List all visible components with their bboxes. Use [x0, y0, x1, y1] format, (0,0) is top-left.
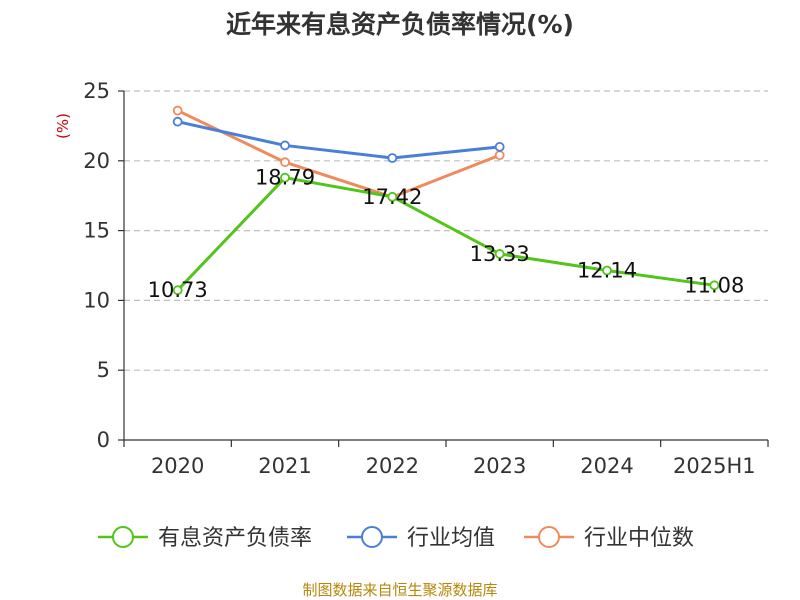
series-point-2: [280, 157, 290, 168]
series-point-1: [494, 141, 505, 152]
y-tick-label: 10: [83, 288, 110, 312]
chart-title: 近年来有息资产负债率情况(%): [226, 10, 574, 39]
legend-label: 行业均值: [407, 526, 495, 551]
y-tick-label: 0: [97, 428, 110, 452]
data-label: 12.14: [577, 259, 637, 283]
y-tick-label: 25: [83, 79, 110, 103]
series-point-0: [387, 191, 398, 202]
legend-marker-icon: [361, 526, 383, 548]
series-point-0: [709, 280, 720, 291]
data-label: 11.08: [684, 273, 744, 297]
x-tick-label: 2023: [473, 454, 526, 478]
series-lines: [172, 105, 720, 296]
y-tick-label: 15: [83, 219, 110, 243]
source-note: 制图数据来自恒生聚源数据库: [302, 581, 497, 599]
series-line-0: [176, 176, 716, 292]
x-tick-label: 2024: [580, 454, 633, 478]
y-axis-label: (%): [54, 113, 72, 139]
data-labels: 10.73 18.79 17.42 13.33 12.14 11.08: [148, 166, 745, 303]
series-point-0: [172, 285, 183, 296]
series-line-2: [176, 109, 502, 199]
data-label: 18.79: [255, 166, 315, 190]
x-tick-label: 2021: [258, 454, 311, 478]
series-point-2: [494, 150, 505, 161]
series-point-2: [172, 105, 183, 116]
legend-marker-icon: [112, 526, 134, 548]
legend-item-1[interactable]: 行业均值: [347, 526, 495, 551]
series-point-0: [602, 265, 612, 276]
x-tick-label: 2022: [366, 454, 419, 478]
data-label: 10.73: [148, 278, 208, 302]
grid-lines: [124, 90, 768, 371]
series-line-1: [176, 120, 502, 160]
data-label: 17.42: [362, 185, 422, 209]
legend: 有息资产负债率 行业均值 行业中位数: [98, 526, 694, 551]
y-tick-label: 5: [97, 358, 110, 382]
legend-item-0[interactable]: 有息资产负债率: [98, 526, 312, 551]
legend-label: 行业中位数: [584, 526, 694, 551]
series-point-0: [494, 249, 505, 259]
data-label: 13.33: [470, 242, 530, 266]
legend-label: 有息资产负债率: [158, 526, 312, 551]
x-tick-label: 2025H1: [673, 454, 756, 478]
legend-item-2[interactable]: 行业中位数: [524, 526, 694, 551]
legend-marker-icon: [538, 526, 560, 548]
x-tick-label: 2020: [151, 454, 204, 478]
y-tick-label: 20: [83, 149, 110, 173]
series-point-1: [387, 153, 398, 163]
series-point-0: [280, 172, 290, 183]
axes: 0 5 10 15 20 25 2020 2021 2022 2023 2024 2025H1: [83, 79, 769, 478]
series-point-1: [172, 116, 183, 127]
series-point-1: [280, 140, 290, 151]
